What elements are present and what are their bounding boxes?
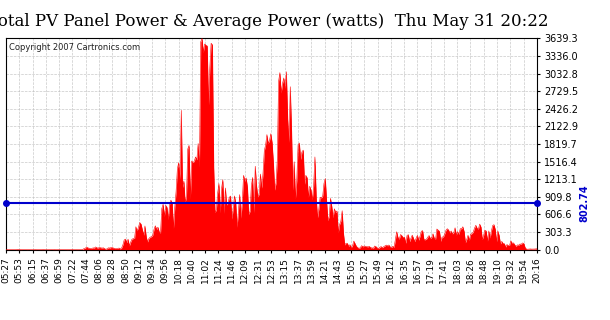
Text: Copyright 2007 Cartronics.com: Copyright 2007 Cartronics.com: [9, 43, 140, 52]
Text: Total PV Panel Power & Average Power (watts)  Thu May 31 20:22: Total PV Panel Power & Average Power (wa…: [0, 13, 548, 30]
Text: 802.74: 802.74: [580, 184, 590, 222]
